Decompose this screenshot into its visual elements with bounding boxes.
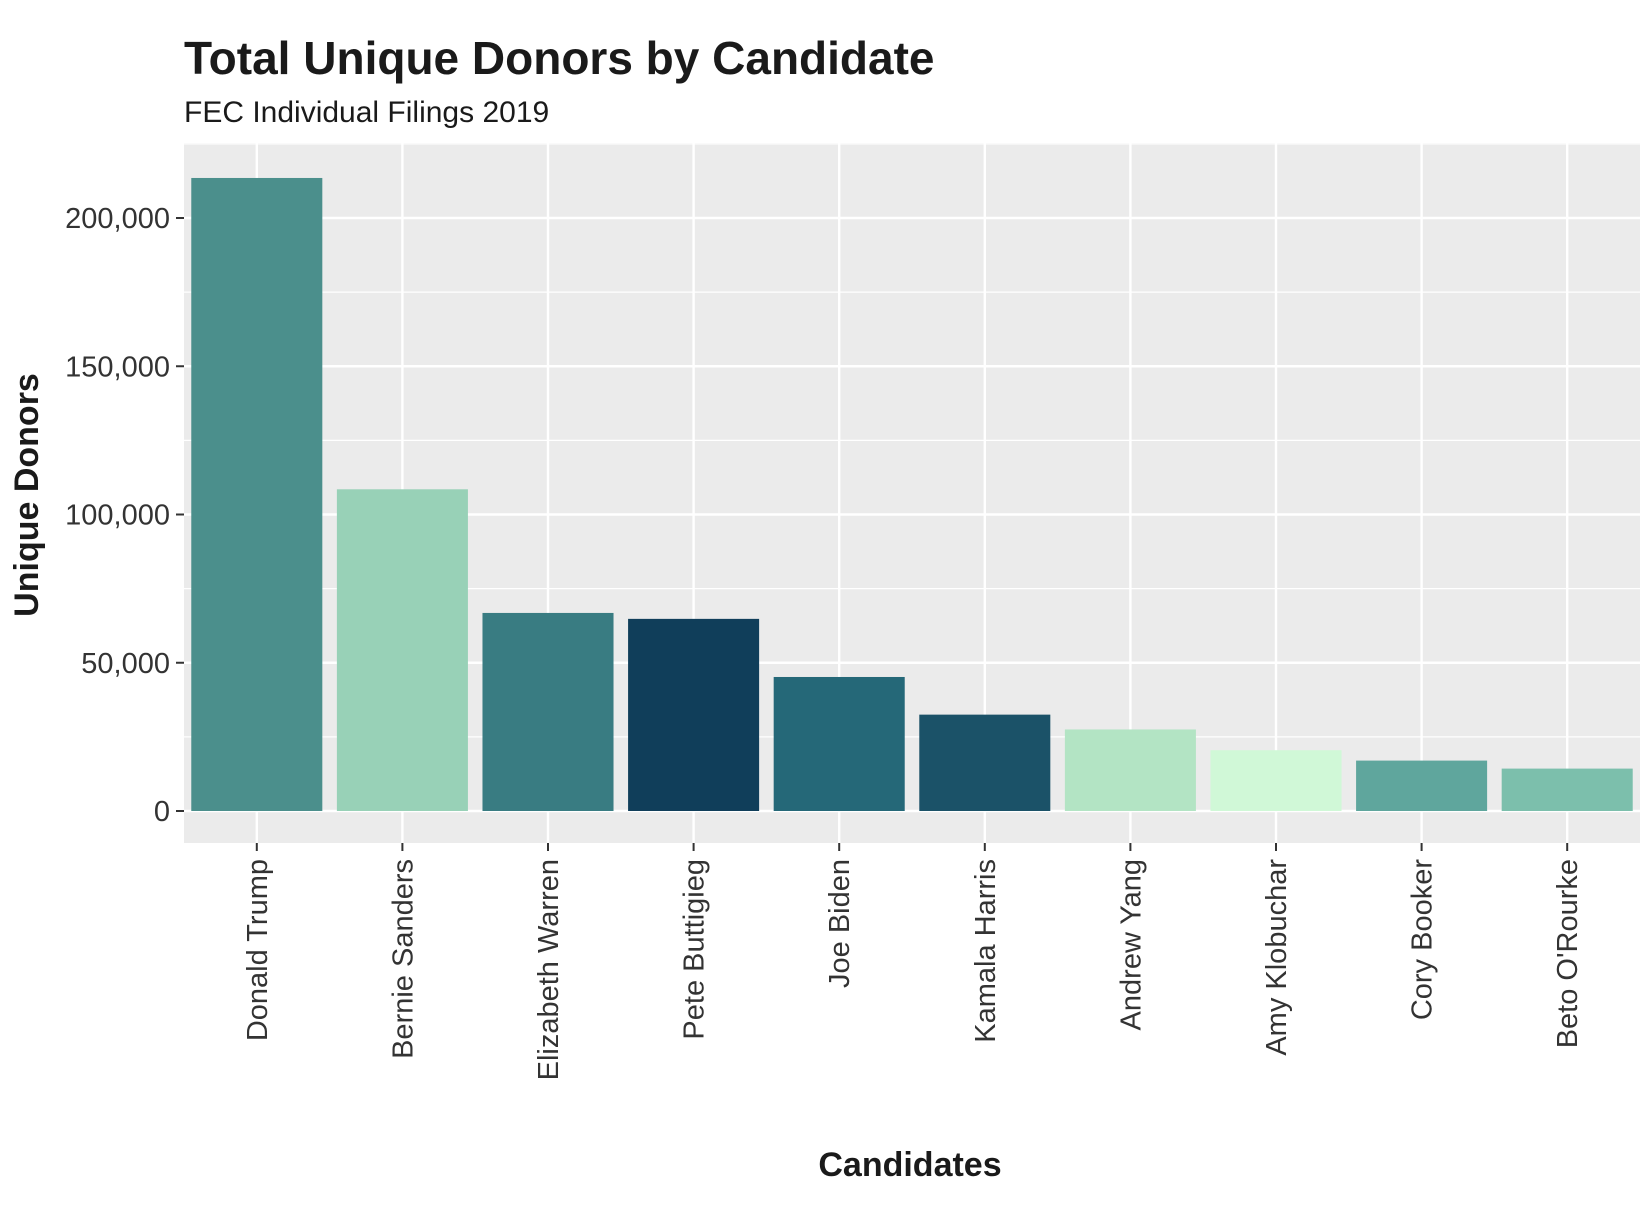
plot-area: Donald Trump: 213,500Bernie Sanders: 108…: [65, 143, 1640, 1080]
x-tick-label: Amy Klobuchar: [1261, 859, 1293, 1056]
x-tick-label: Kamala Harris: [970, 859, 1002, 1043]
x-tick-label: Elizabeth Warren: [533, 859, 565, 1080]
y-tick-label: 0: [154, 796, 170, 828]
y-tick-label: 200,000: [65, 203, 170, 235]
chart-title: Total Unique Donors by Candidate: [184, 32, 935, 84]
x-tick-label: Andrew Yang: [1115, 859, 1147, 1030]
bar: Joe Biden: 45,200: [773, 676, 905, 811]
bar: Amy Klobuchar: 20,500: [1210, 750, 1342, 811]
x-axis-title: Candidates: [818, 1146, 1001, 1184]
y-tick-label: 100,000: [65, 500, 170, 532]
y-tick-label: 50,000: [81, 648, 170, 680]
bar: Elizabeth Warren: 66,800: [482, 612, 614, 811]
bar: Donald Trump: 213,500: [191, 177, 323, 811]
bar: Bernie Sanders: 108,500: [336, 489, 468, 811]
x-tick-label: Pete Buttigieg: [679, 859, 711, 1040]
x-tick-label: Donald Trump: [242, 859, 274, 1041]
bar: Cory Booker: 17,000: [1356, 760, 1488, 811]
bar: Beto O'Rourke: 14,300: [1501, 768, 1633, 811]
chart-subtitle: FEC Individual Filings 2019: [184, 96, 549, 129]
bar: Andrew Yang: 27,500: [1064, 729, 1196, 811]
bar: Pete Buttigieg: 64,800: [628, 618, 760, 811]
x-tick-label: Beto O'Rourke: [1552, 859, 1584, 1048]
y-axis-title: Unique Donors: [8, 373, 46, 617]
x-tick-label: Cory Booker: [1407, 859, 1439, 1021]
y-tick-label: 150,000: [65, 351, 170, 383]
bar: Kamala Harris: 32,500: [919, 714, 1051, 811]
x-tick-label: Bernie Sanders: [387, 859, 419, 1059]
x-tick-label: Joe Biden: [824, 859, 856, 988]
